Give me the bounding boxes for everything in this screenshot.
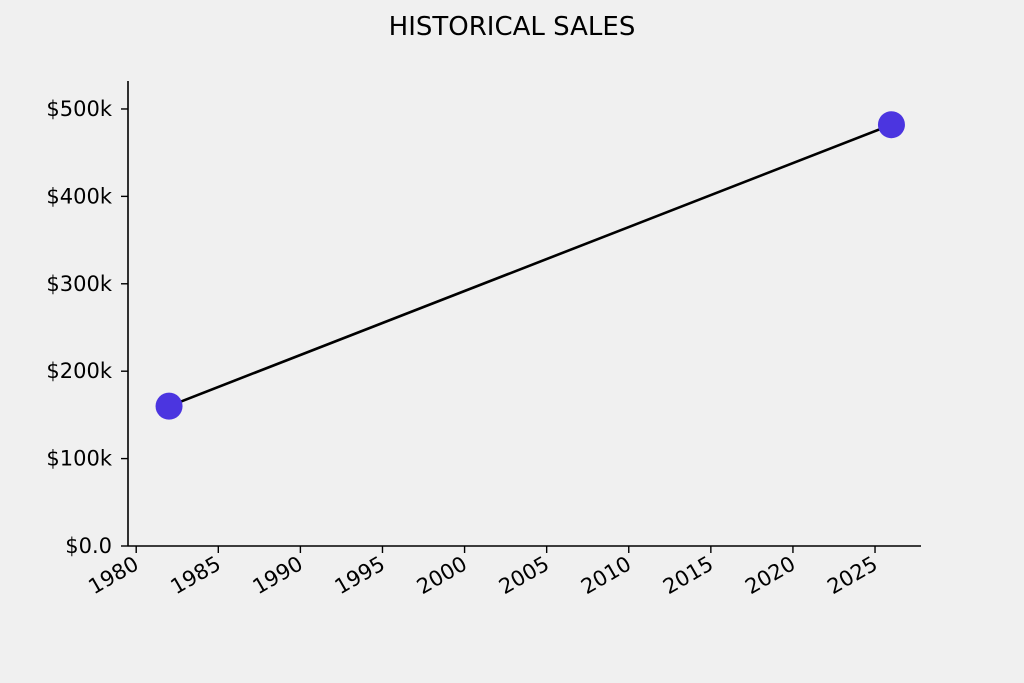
series-layer xyxy=(155,111,905,420)
data-point xyxy=(155,392,183,420)
y-tick-label: $0.0 xyxy=(65,534,112,558)
x-tick-label: 2020 xyxy=(741,552,799,600)
y-tick-label: $100k xyxy=(46,447,112,471)
x-tick-label: 2005 xyxy=(495,552,553,600)
y-tick-label: $300k xyxy=(46,272,112,296)
x-tick-label: 2000 xyxy=(413,552,471,600)
x-tick-label: 2025 xyxy=(823,552,881,600)
axes: $0.0 $100k $200k $300k $400k $500k 1980 1985 199… xyxy=(46,81,921,599)
x-tick-label: 1990 xyxy=(249,552,307,600)
x-tick-label: 1995 xyxy=(331,552,389,600)
y-tick-label: $400k xyxy=(46,184,112,208)
x-tick-label: 1985 xyxy=(167,552,225,600)
x-tick-label: 2010 xyxy=(577,552,635,600)
x-tick-label: 1980 xyxy=(84,552,142,600)
series-line xyxy=(168,123,892,408)
y-tick-label: $200k xyxy=(46,359,112,383)
x-tick-label: 2015 xyxy=(659,552,717,600)
data-point xyxy=(877,111,905,139)
y-tick-label: $500k xyxy=(46,97,112,121)
chart-title: HISTORICAL SALES xyxy=(389,12,636,42)
